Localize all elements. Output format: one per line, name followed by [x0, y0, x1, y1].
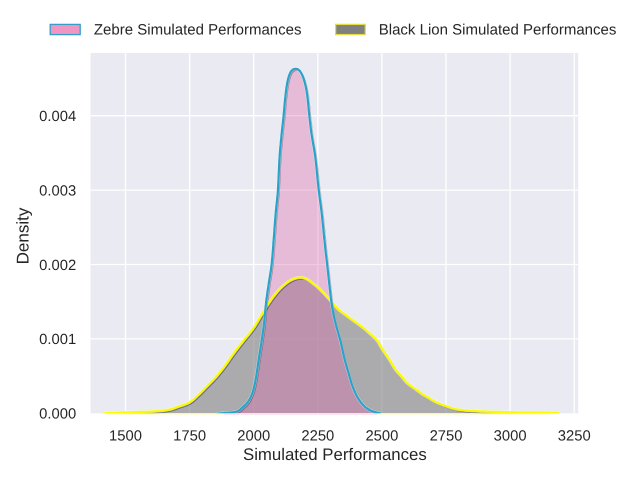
- svg-text:Simulated Performances: Simulated Performances: [243, 445, 427, 464]
- svg-text:Black Lion Simulated Performan: Black Lion Simulated Performances: [379, 22, 617, 39]
- svg-text:0.001: 0.001: [39, 332, 76, 348]
- svg-text:0.004: 0.004: [39, 109, 76, 125]
- svg-text:0.002: 0.002: [39, 258, 76, 274]
- svg-text:3000: 3000: [494, 428, 527, 444]
- svg-text:2000: 2000: [237, 428, 270, 444]
- svg-text:3250: 3250: [558, 428, 591, 444]
- svg-text:Density: Density: [14, 207, 33, 264]
- svg-text:Zebre Simulated Performances: Zebre Simulated Performances: [94, 22, 302, 39]
- svg-text:2750: 2750: [430, 428, 463, 444]
- svg-text:0.003: 0.003: [39, 183, 76, 199]
- svg-text:2250: 2250: [301, 428, 334, 444]
- svg-text:1750: 1750: [173, 428, 206, 444]
- svg-text:0.000: 0.000: [39, 407, 76, 423]
- svg-text:2500: 2500: [365, 428, 398, 444]
- svg-text:1500: 1500: [109, 428, 142, 444]
